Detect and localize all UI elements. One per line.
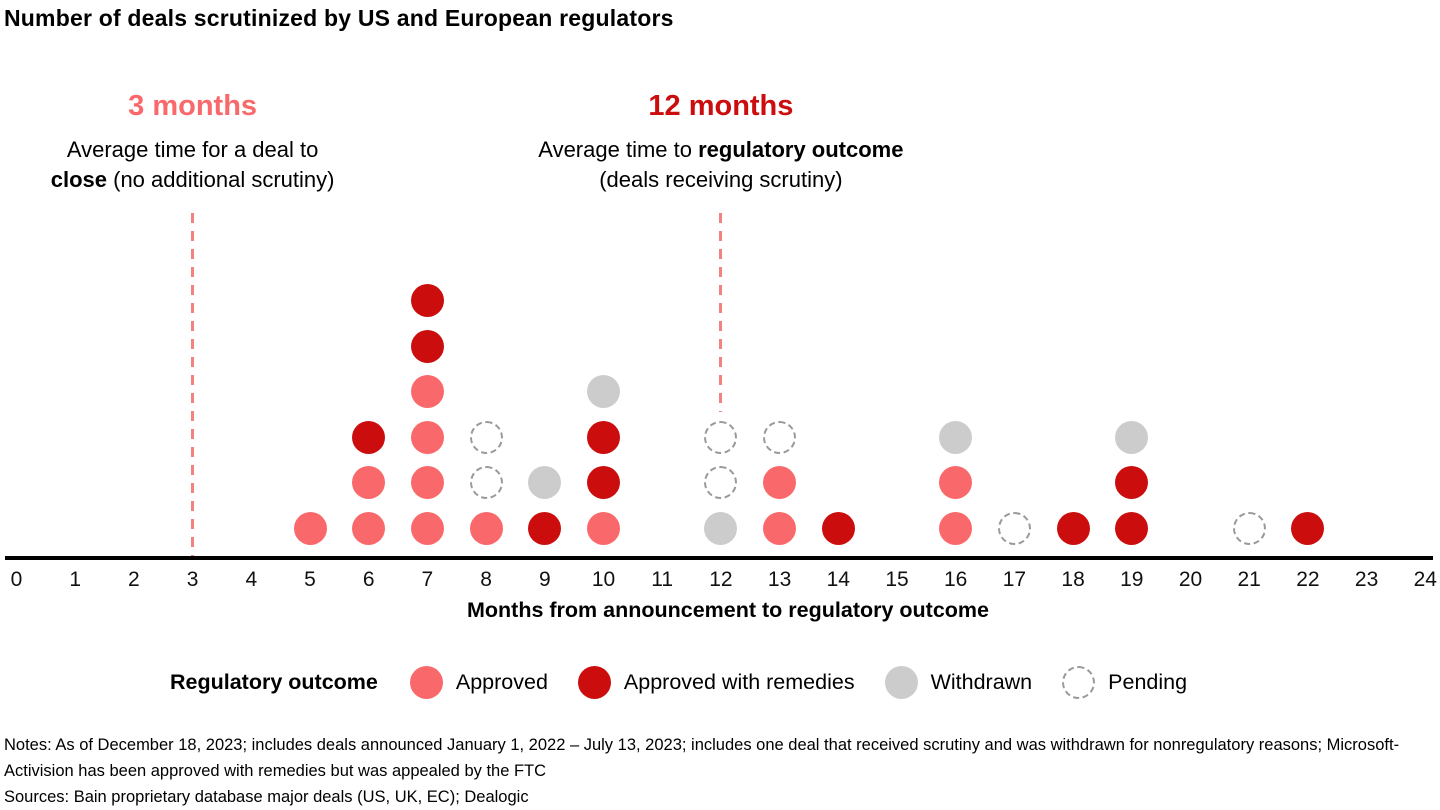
deal-dot-pending (1232, 511, 1266, 545)
deal-dot-remedies (587, 466, 620, 499)
x-tick-2: 2 (128, 568, 140, 591)
x-tick-6: 6 (362, 568, 375, 591)
legend-label-approved: Approved (455, 670, 548, 694)
x-tick-19: 19 (1120, 568, 1144, 591)
deal-dot-approved (587, 511, 620, 545)
x-tick-0: 0 (10, 568, 23, 591)
deal-dot-approved (939, 511, 973, 545)
x-tick-12: 12 (709, 568, 733, 591)
x-tick-21: 21 (1237, 568, 1261, 591)
deal-dot-pending (704, 466, 738, 499)
marker-dashed-line-3-months (191, 213, 195, 556)
x-tick-7: 7 (421, 568, 434, 591)
deal-dot-remedies (821, 511, 855, 545)
deal-dot-withdrawn (939, 420, 973, 454)
legend-item-remedies: Approved with remedies (577, 666, 855, 699)
marker-heading: 12 months (648, 90, 794, 122)
deal-dot-approved (352, 466, 386, 499)
deal-dot-approved (763, 511, 797, 545)
x-tick-17: 17 (1002, 568, 1027, 591)
deal-dot-remedies (587, 420, 620, 454)
x-tick-24: 24 (1413, 568, 1437, 591)
deal-dot-remedies (1056, 511, 1090, 545)
deal-dot-approved (469, 511, 503, 545)
legend-label-withdrawn: Withdrawn (930, 670, 1033, 694)
deal-dot-approved (763, 466, 797, 499)
deal-dot-withdrawn (704, 511, 738, 545)
deal-dot-approved (410, 511, 444, 545)
x-tick-14: 14 (826, 568, 850, 591)
marker-description-line: (deals receiving scrutiny) (599, 167, 843, 192)
x-tick-1: 1 (69, 568, 82, 591)
x-tick-10: 10 (591, 568, 616, 591)
x-tick-11: 11 (651, 568, 674, 591)
deal-dot-approved (939, 466, 973, 499)
deal-dot-remedies (410, 284, 444, 317)
marker-dashed-line-12-months (719, 213, 723, 412)
marker-annotation-12-months: 12 months Average time to regulatory outc… (481, 90, 961, 195)
deal-dot-withdrawn (528, 466, 562, 499)
deal-dot-remedies (410, 329, 444, 363)
x-tick-13: 13 (767, 568, 792, 591)
x-axis-line (5, 556, 1433, 560)
legend-label-remedies: Approved with remedies (623, 670, 855, 694)
deal-dot-pending (763, 420, 797, 454)
marker-heading: 3 months (128, 90, 258, 122)
x-tick-15: 15 (885, 568, 909, 591)
deal-dot-pending (704, 420, 738, 454)
deal-dot-pending (469, 466, 503, 499)
marker-description-line: close (no additional scrutiny) (50, 167, 335, 192)
deal-dot-remedies (352, 420, 386, 454)
legend-title: Regulatory outcome (170, 670, 378, 694)
deal-dot-withdrawn (587, 375, 620, 408)
footnotes: Notes: As of December 18, 2023; includes… (4, 732, 1416, 810)
x-tick-4: 4 (245, 568, 258, 591)
deal-dot-pending (997, 511, 1031, 545)
marker-annotation-3-months: 3 months Average time for a deal to close … (0, 90, 433, 195)
legend: Regulatory outcome Approved Approved with… (170, 666, 1217, 699)
notes-text: Notes: As of December 18, 2023; includes… (4, 736, 1400, 780)
deal-dot-remedies (1115, 466, 1149, 499)
deal-dot-remedies (1115, 511, 1149, 545)
marker-description-line: Average time for a deal to (66, 137, 319, 162)
pending-swatch-icon (1062, 666, 1096, 699)
legend-label-pending: Pending (1108, 670, 1188, 694)
deal-dot-remedies (1291, 511, 1325, 545)
x-tick-22: 22 (1296, 568, 1320, 591)
remedies-swatch-icon (577, 666, 611, 699)
x-tick-3: 3 (186, 568, 199, 591)
marker-description-line: Average time to regulatory outcome (538, 137, 904, 162)
approved-swatch-icon (409, 666, 443, 699)
x-tick-8: 8 (480, 568, 492, 591)
x-tick-16: 16 (944, 568, 968, 591)
x-tick-5: 5 (304, 568, 316, 591)
withdrawn-swatch-icon (884, 666, 918, 699)
sources-text: Sources: Bain proprietary database major… (4, 788, 529, 806)
legend-item-approved: Approved (409, 666, 548, 699)
x-tick-20: 20 (1178, 568, 1203, 591)
deal-dot-remedies (528, 511, 562, 545)
deal-dot-approved (352, 511, 386, 545)
x-axis-title: Months from announcement to regulatory o… (467, 598, 989, 622)
deal-dot-pending (469, 420, 503, 454)
deal-dot-approved (410, 420, 444, 454)
chart-title: Number of deals scrutinized by US and Eu… (4, 5, 674, 31)
deal-dot-approved (293, 511, 327, 545)
legend-item-pending: Pending (1062, 666, 1187, 699)
deal-dot-approved (410, 375, 444, 408)
legend-item-withdrawn: Withdrawn (884, 666, 1033, 699)
x-tick-18: 18 (1061, 568, 1085, 591)
x-tick-9: 9 (538, 568, 551, 591)
legend-items: Approved Approved with remedies Withdrawn P… (409, 666, 1217, 699)
deal-dot-approved (410, 466, 444, 499)
x-tick-23: 23 (1354, 568, 1379, 591)
deal-dot-withdrawn (1115, 420, 1149, 454)
